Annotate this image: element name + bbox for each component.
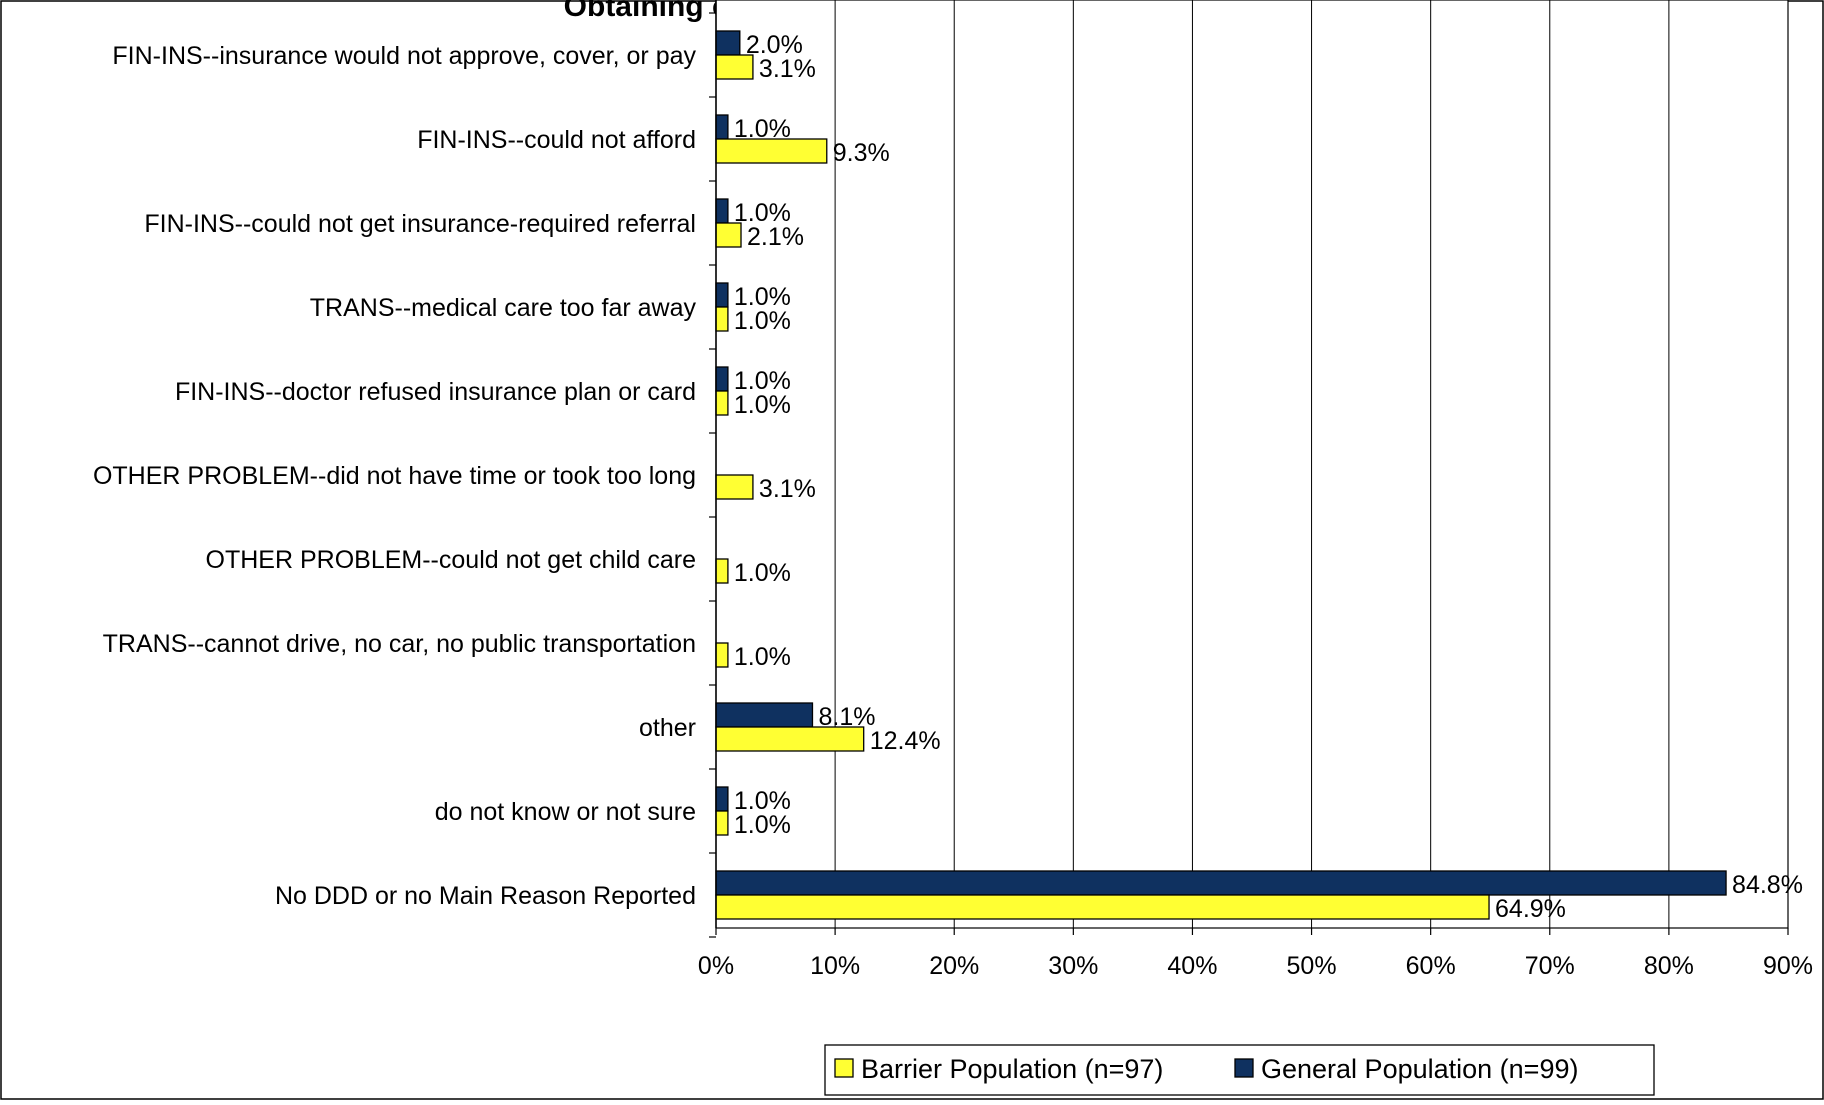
general-population-bar (715, 198, 729, 224)
barrier-value-label: 1.0% (734, 811, 791, 839)
category-label: OTHER PROBLEM--did not have time or took… (93, 462, 696, 490)
general-value-label: 2.0% (746, 31, 803, 59)
general-value-label: 84.8% (1732, 871, 1803, 899)
category-label: FIN-INS--insurance would not approve, co… (112, 42, 696, 70)
barrier-population-bar (715, 810, 729, 836)
barrier-value-label: 64.9% (1495, 895, 1566, 923)
category-label: OTHER PROBLEM--could not get child care (206, 546, 696, 574)
general-population-bar (715, 786, 729, 812)
general-population-bar (715, 282, 729, 308)
x-tick-label: 30% (1048, 952, 1098, 980)
category-label: TRANS--medical care too far away (310, 294, 697, 322)
barrier-population-bar (715, 642, 729, 668)
plot-area (715, 0, 1789, 929)
barrier-population-bar (715, 558, 729, 584)
legend-swatch (1234, 1058, 1254, 1078)
barrier-value-label: 3.1% (759, 55, 816, 83)
barrier-value-label: 9.3% (833, 139, 890, 167)
barrier-population-bar (715, 138, 828, 164)
barrier-value-label: 1.0% (734, 643, 791, 671)
barrier-population-bar (715, 474, 754, 500)
category-label: other (639, 714, 696, 742)
barrier-population-bar (715, 894, 1490, 920)
x-tick-label: 40% (1167, 952, 1217, 980)
general-value-label: 1.0% (734, 115, 791, 143)
barrier-value-label: 1.0% (734, 559, 791, 587)
x-tick-label: 50% (1287, 952, 1337, 980)
bars (715, 30, 1727, 920)
legend-label: Barrier Population (n=97) (861, 1054, 1163, 1084)
x-tick-label: 20% (929, 952, 979, 980)
barrier-value-label: 2.1% (747, 223, 804, 251)
general-population-bar (715, 366, 729, 392)
category-label: TRANS--cannot drive, no car, no public t… (103, 630, 696, 658)
general-value-label: 1.0% (734, 283, 791, 311)
barrier-value-label: 1.0% (734, 307, 791, 335)
category-label: FIN-INS--could not get insurance-require… (144, 210, 696, 238)
legend: Barrier Population (n=97) General Populat… (824, 1044, 1655, 1096)
general-population-bar (715, 870, 1727, 896)
category-label: FIN-INS--doctor refused insurance plan o… (175, 378, 696, 406)
barrier-value-label: 1.0% (734, 391, 791, 419)
x-tick-label: 0% (698, 952, 734, 980)
general-population-bar (715, 30, 741, 56)
axes: 0% 10% 20% 30% 40% 50% 60% 70% 80% 90% FIN-INS--in… (93, 0, 1813, 980)
category-label: do not know or not sure (435, 798, 696, 826)
barrier-value-label: 12.4% (870, 727, 941, 755)
x-tick-label: 90% (1763, 952, 1813, 980)
legend-label: General Population (n=99) (1261, 1054, 1578, 1084)
x-tick-label: 70% (1525, 952, 1575, 980)
barrier-value-label: 3.1% (759, 475, 816, 503)
barrier-population-bar (715, 390, 729, 416)
general-population-bar (715, 702, 814, 728)
barrier-population-bar (715, 306, 729, 332)
category-label: No DDD or no Main Reason Reported (275, 882, 696, 910)
general-value-label: 8.1% (818, 703, 875, 731)
x-tick-label: 80% (1644, 952, 1694, 980)
general-population-bar (715, 114, 729, 140)
general-value-label: 1.0% (734, 367, 791, 395)
general-value-label: 1.0% (734, 199, 791, 227)
legend-swatch (834, 1058, 854, 1078)
general-value-label: 1.0% (734, 787, 791, 815)
x-tick-label: 60% (1406, 952, 1456, 980)
data-labels: 2.0%3.1%1.0%9.3%1.0%2.1%1.0%1.0%1.0%1.0%… (734, 31, 1803, 923)
x-tick-label: 10% (810, 952, 860, 980)
grid-lines (834, 0, 1789, 928)
category-label: FIN-INS--could not afford (417, 126, 696, 154)
